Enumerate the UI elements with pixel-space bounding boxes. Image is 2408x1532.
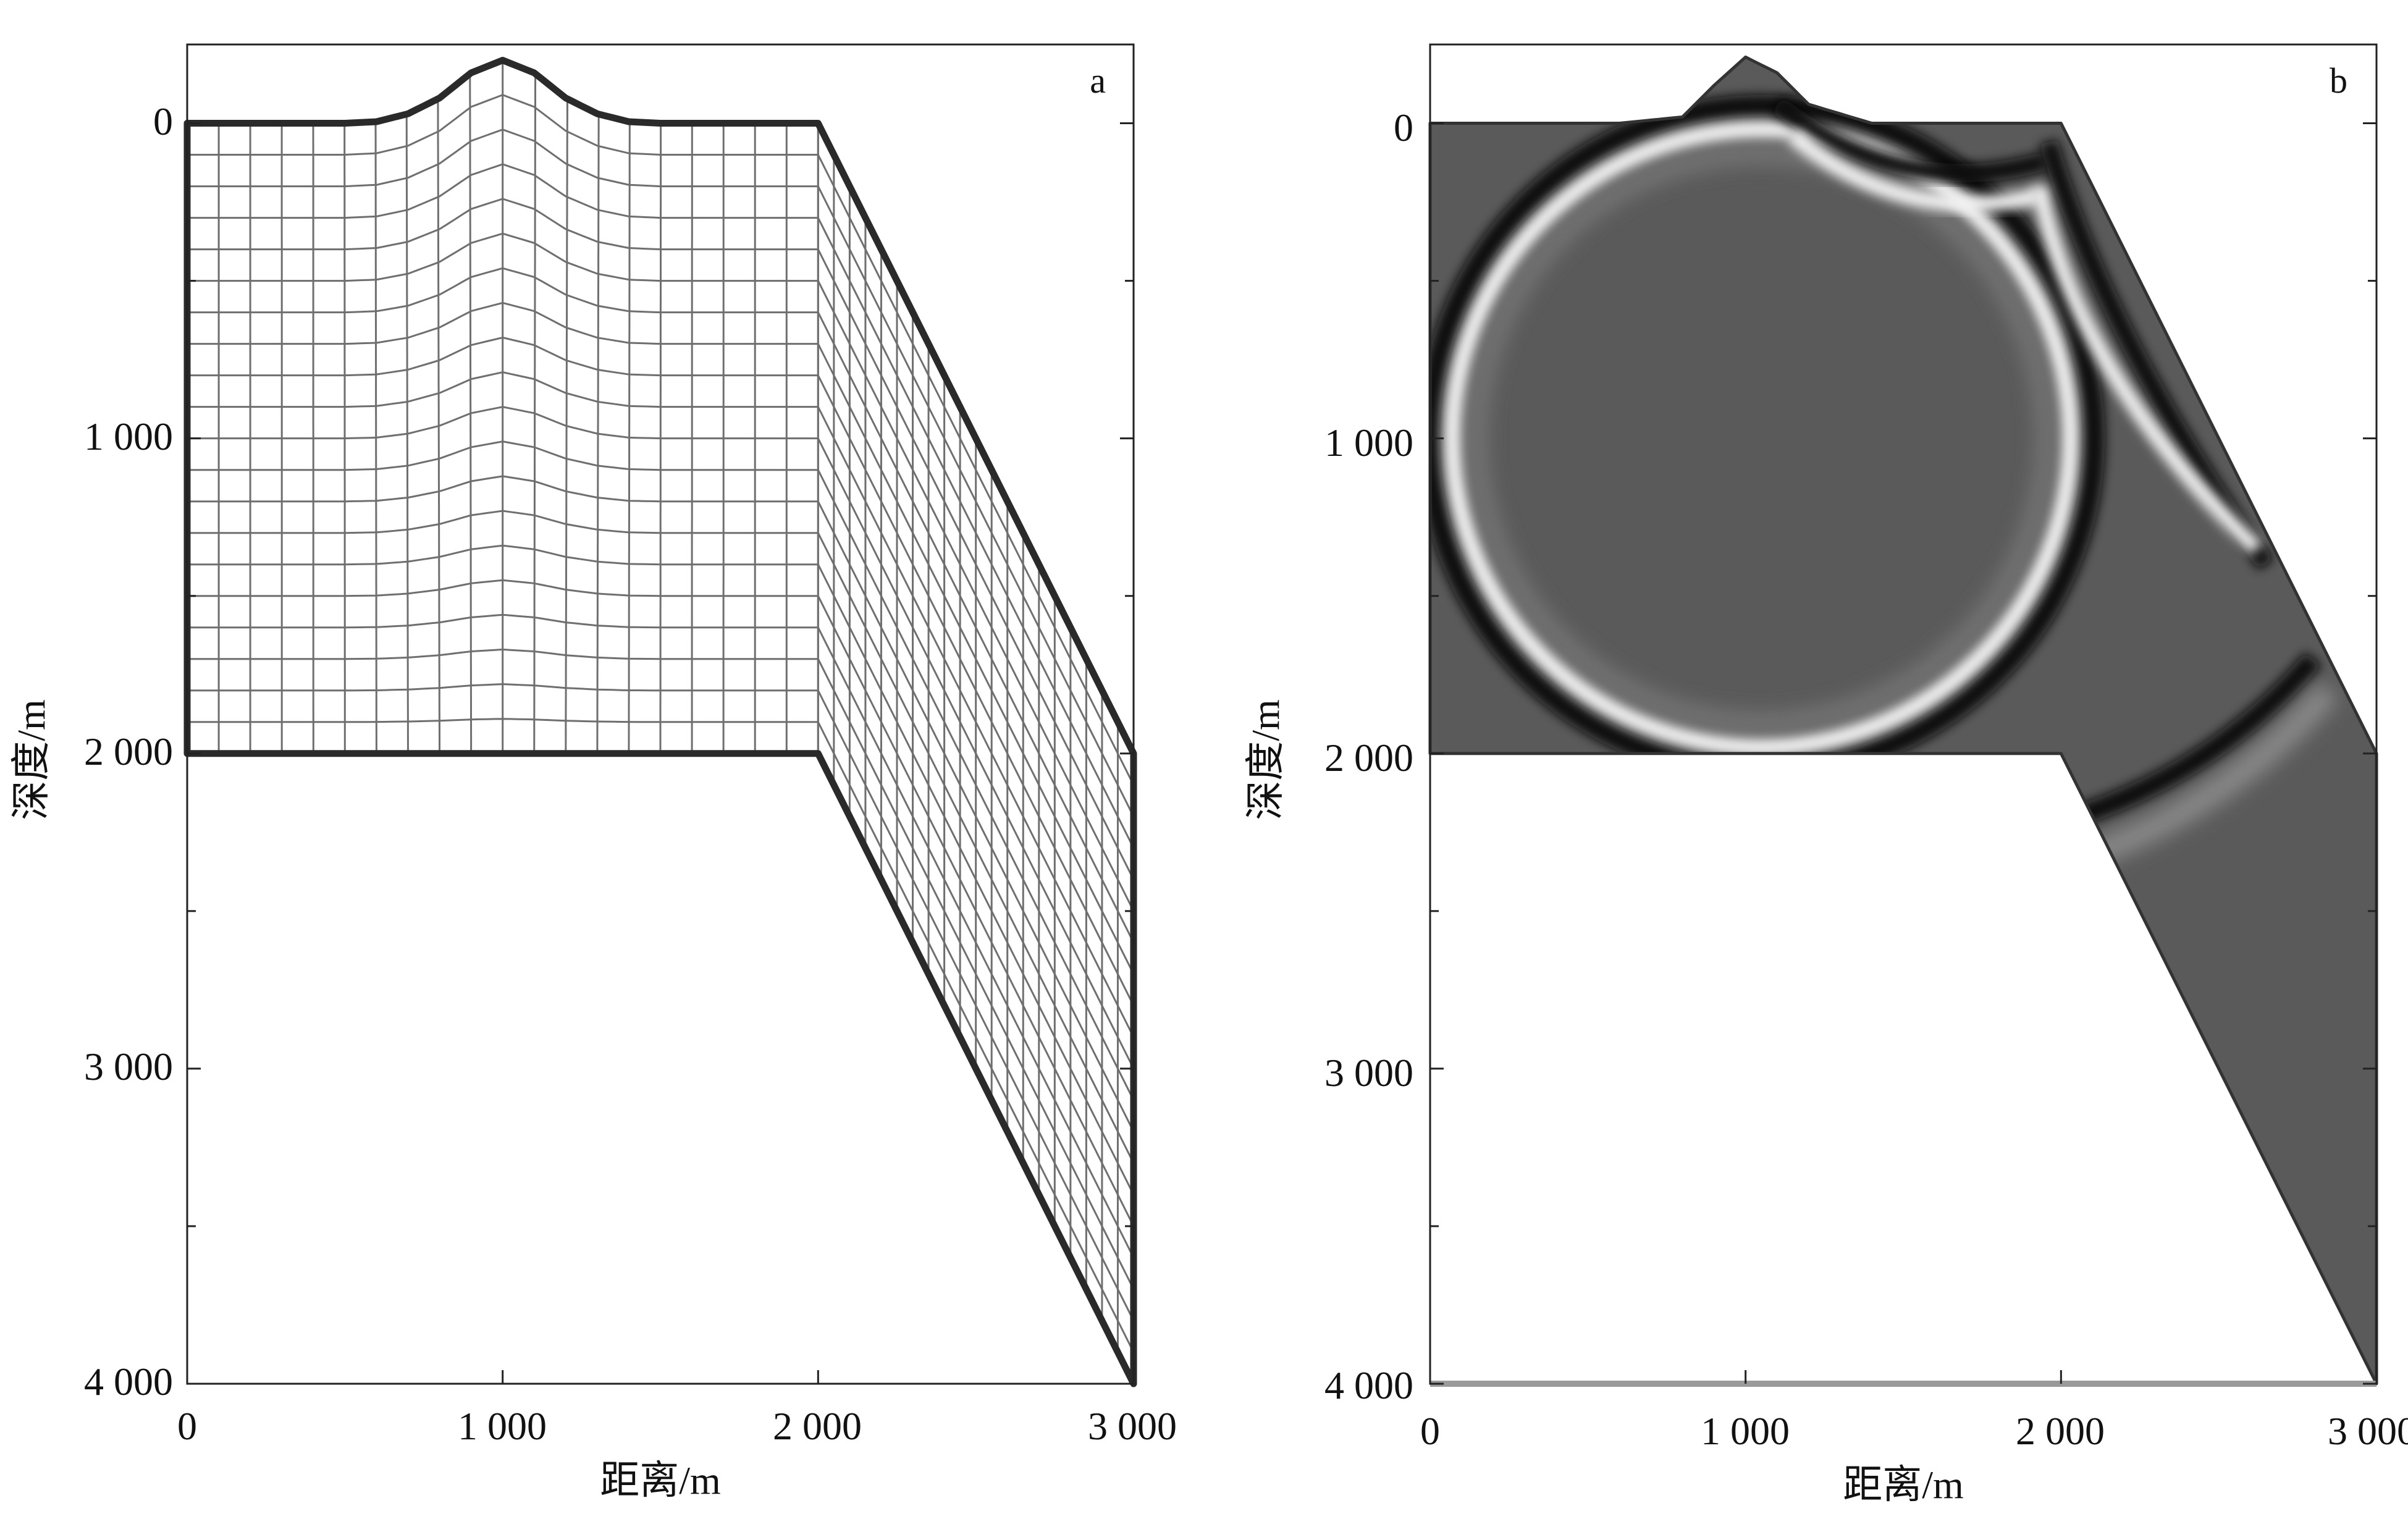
panel-b-ticks <box>1429 122 2378 1385</box>
panel-a-model-boundary <box>183 57 1137 1387</box>
mesh-line <box>817 532 1135 1164</box>
mesh-line <box>187 128 819 188</box>
mesh-line <box>817 311 1135 943</box>
mesh-line <box>817 154 1135 786</box>
transmitted-wave-dark <box>2073 652 2322 827</box>
panel-b-x-tick-label: 3 000 <box>2328 1409 2408 1453</box>
panel-a-y-tick-label: 1 000 <box>84 415 173 458</box>
mesh-line <box>817 690 1135 1321</box>
panel-a-y-tick-label: 2 000 <box>84 730 173 773</box>
mesh-line <box>817 406 1135 1038</box>
panel-a-label: a <box>1090 61 1106 101</box>
mesh-line <box>187 440 819 471</box>
mesh-line <box>187 544 819 566</box>
panel-b-x-tick-label: 0 <box>1420 1409 1440 1453</box>
panel-a-x-tick-label: 0 <box>177 1404 197 1448</box>
mesh-line <box>817 564 1135 1195</box>
mesh-line <box>817 374 1135 1006</box>
mesh-line <box>817 185 1135 817</box>
mesh-line <box>817 627 1135 1258</box>
panel-b-y-tick-label: 1 000 <box>1324 421 1413 465</box>
mesh-line <box>817 248 1135 880</box>
panel-b-model-boundary <box>1428 55 2378 1386</box>
mesh-line <box>187 475 819 503</box>
panel-a-ticks <box>186 122 1135 1385</box>
mesh-line <box>817 659 1135 1290</box>
mesh-line <box>187 163 819 219</box>
panel-b-x-tick-label: 2 000 <box>2016 1409 2105 1453</box>
panel-a-y-tick-label: 4 000 <box>84 1360 173 1404</box>
slope-wave-bright <box>2031 184 2262 555</box>
panel-a-y-tick-label: 0 <box>153 99 173 143</box>
slope-wave-dark <box>2039 139 2274 570</box>
panel-b: b 0 1 000 2 000 3 000 4 000 0 1 000 2 00… <box>1244 43 2408 1507</box>
mesh-line <box>187 613 819 629</box>
panel-b-y-tick-label: 3 000 <box>1324 1051 1413 1095</box>
panel-a-frame <box>186 43 1135 1385</box>
mesh-line <box>187 267 819 314</box>
reflected-wave-dark <box>1771 97 2048 183</box>
mesh-line <box>187 510 819 534</box>
mesh-line <box>817 500 1135 1132</box>
panel-b-x-tick-label: 1 000 <box>1701 1409 1790 1453</box>
mesh-line <box>187 371 819 408</box>
mesh-line <box>187 336 819 377</box>
panel-a-y-axis-title: 深度/m <box>9 699 53 820</box>
panel-a-x-tick-label: 3 000 <box>1088 1404 1177 1448</box>
panel-b-y-tick-label: 2 000 <box>1324 736 1413 780</box>
panel-a: a 0 1 000 2 000 3 000 4 000 0 1 000 2 00… <box>9 43 1177 1502</box>
mesh-line <box>187 232 819 282</box>
wavefront-bright <box>1444 120 2079 756</box>
panel-a-mesh <box>186 59 1135 1384</box>
mesh-line <box>817 217 1135 849</box>
mesh-line <box>817 596 1135 1227</box>
panel-a-x-tick-label: 2 000 <box>773 1404 862 1448</box>
mesh-line <box>187 683 819 692</box>
transmitted-wave-halo <box>2088 682 2339 866</box>
mesh-line <box>187 406 819 440</box>
panel-b-label: b <box>2330 61 2347 101</box>
mesh-line <box>187 93 819 156</box>
mesh-line <box>187 718 819 723</box>
mesh-line <box>817 343 1135 975</box>
wavefront-halo <box>1467 144 2056 733</box>
mesh-line <box>817 469 1135 1101</box>
mesh-line <box>187 648 819 660</box>
panel-b-x-axis-title: 距离/m <box>1843 1463 1964 1507</box>
mesh-line <box>187 198 819 251</box>
panel-b-y-axis-title: 深度/m <box>1244 699 1287 820</box>
mesh-line <box>187 301 819 345</box>
panel-a-x-tick-label: 1 000 <box>458 1404 547 1448</box>
mesh-line <box>817 722 1135 1353</box>
mesh-line <box>817 280 1135 912</box>
panel-b-y-tick-label: 0 <box>1394 106 1413 149</box>
mesh-line <box>817 437 1135 1069</box>
mesh-line <box>187 579 819 597</box>
panel-b-wavefield <box>1430 57 2376 1384</box>
panel-a-y-tick-label: 3 000 <box>84 1045 173 1088</box>
reflected-wave-bright <box>1787 129 2041 212</box>
panel-a-x-axis-title: 距离/m <box>600 1458 721 1502</box>
panel-b-y-tick-label: 4 000 <box>1324 1363 1413 1407</box>
